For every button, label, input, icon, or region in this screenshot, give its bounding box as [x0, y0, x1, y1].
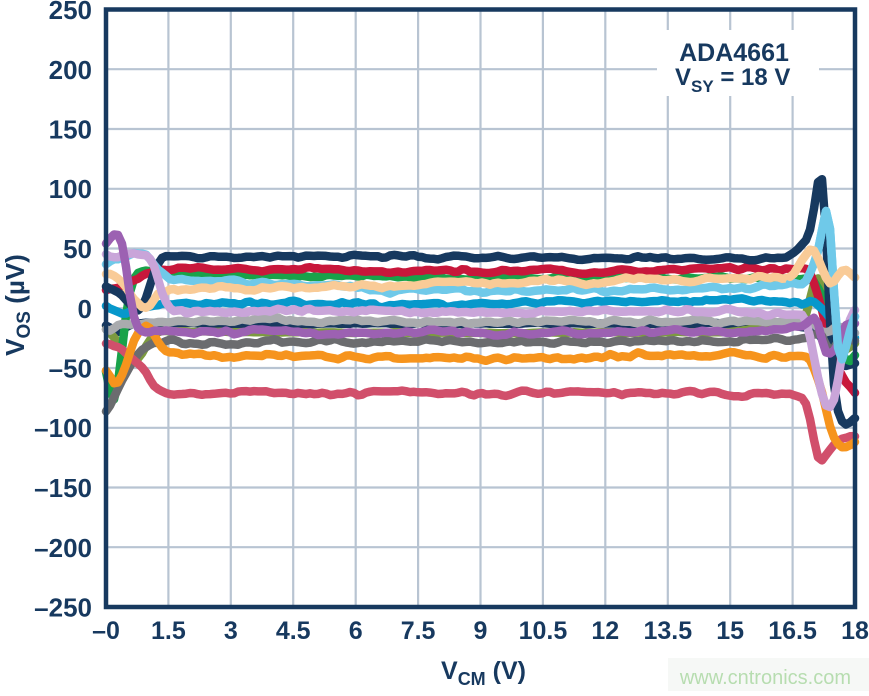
svg-text:VOS (µV): VOS (µV) — [0, 254, 35, 356]
svg-text:–250: –250 — [34, 593, 92, 623]
svg-text:10.5: 10.5 — [519, 617, 568, 645]
svg-text:VSY = 18 V: VSY = 18 V — [675, 64, 790, 96]
svg-text:0: 0 — [78, 294, 92, 324]
svg-text:12: 12 — [591, 617, 619, 645]
svg-text:9: 9 — [474, 617, 488, 645]
svg-text:–150: –150 — [34, 473, 92, 503]
svg-text:7.5: 7.5 — [401, 617, 436, 645]
svg-text:13.5: 13.5 — [643, 617, 692, 645]
svg-text:4.5: 4.5 — [276, 617, 311, 645]
svg-text:www.cntronics.com: www.cntronics.com — [679, 667, 851, 689]
svg-text:100: 100 — [49, 174, 92, 204]
svg-text:250: 250 — [49, 0, 92, 25]
svg-text:200: 200 — [49, 55, 92, 85]
svg-text:3: 3 — [224, 617, 238, 645]
svg-text:–50: –50 — [49, 354, 92, 384]
svg-text:–0: –0 — [92, 617, 120, 645]
svg-text:15: 15 — [716, 617, 744, 645]
svg-text:–100: –100 — [34, 413, 92, 443]
svg-text:16.5: 16.5 — [768, 617, 817, 645]
svg-text:18: 18 — [841, 617, 869, 645]
svg-text:150: 150 — [49, 115, 92, 145]
svg-text:1.5: 1.5 — [151, 617, 186, 645]
svg-text:–200: –200 — [34, 533, 92, 563]
svg-text:50: 50 — [63, 234, 92, 264]
svg-text:ADA4661: ADA4661 — [679, 39, 789, 67]
svg-text:6: 6 — [349, 617, 363, 645]
